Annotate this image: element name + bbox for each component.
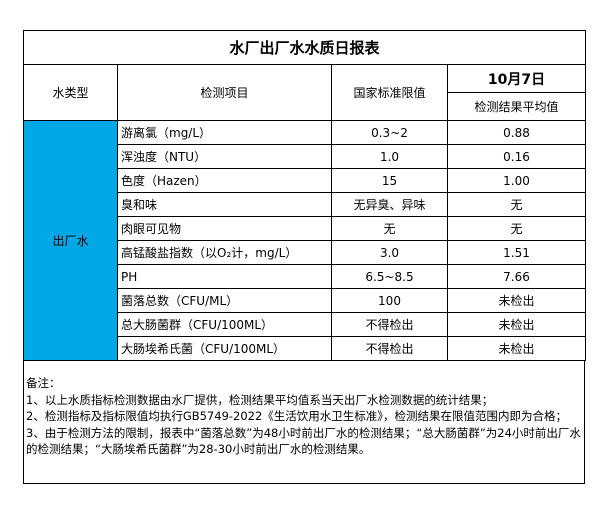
limit-cell: 3.0 [331,240,448,265]
limit-cell: 0.3~2 [331,120,448,145]
table-row: 肉眼可见物无无 [24,216,587,241]
result-cell: 无 [446,192,587,217]
header-date: 10月7日 [446,64,587,93]
table-row: 浑浊度（NTU） 1.0 0.16 [24,144,587,169]
limit-cell: 无 [331,216,448,241]
note-line: 2、检测指标及指标限值均执行GB5749-2022《生活饮用水卫生标准》，检测结… [26,409,568,423]
limit-cell: 100 [331,288,448,313]
item-cell: 臭和味 [117,192,332,217]
result-cell: 未检出 [446,336,587,361]
table-row: PH 6.5~8.5 7.66 [24,264,587,289]
table-row: 臭和味 无异臭、异味无 [24,192,587,217]
limit-cell: 不得检出 [331,336,448,361]
item-cell: 肉眼可见物 [117,216,332,241]
result-cell: 1.51 [446,240,587,265]
report-table: 水厂出厂水水质日报表 水类型 检测项目 国家标准限值 10月7日 检测结果平均值… [22,30,587,361]
item-cell: 总大肠菌群（CFU/100ML） [117,312,332,337]
header-limit: 国家标准限值 [331,64,448,121]
table-row: 大肠埃希氏菌（CFU/100ML） 不得检出 未检出 [24,336,587,361]
notes: 备注： 1、以上水质指标检测数据由水厂提供，检测结果平均值系当天出厂水检测数据的… [23,361,585,484]
water-type-cell: 出厂水 [23,120,118,361]
limit-cell: 无异臭、异味 [331,192,448,217]
item-cell: 大肠埃希氏菌（CFU/100ML） [117,336,332,361]
header-result: 检测结果平均值 [446,92,587,121]
water-quality-report: 水厂出厂水水质日报表 水类型 检测项目 国家标准限值 10月7日 检测结果平均值… [22,30,587,484]
limit-cell: 6.5~8.5 [331,264,448,289]
limit-cell: 不得检出 [331,312,448,337]
header-water-type: 水类型 [23,64,118,121]
report-title: 水厂出厂水水质日报表 [22,30,587,65]
result-cell: 未检出 [446,288,587,313]
table-row: 菌落总数（CFU/ML） 100 未检出 [24,288,587,313]
header-item: 检测项目 [117,64,332,121]
result-cell: 7.66 [446,264,587,289]
result-cell: 1.00 [446,168,587,193]
table-row: 出厂水 游离氯（mg/L） 0.3~2 0.88 [23,120,587,361]
limit-cell: 15 [331,168,448,193]
item-cell: 色度（Hazen） [117,168,332,193]
table-row: 色度（Hazen） 15 1.00 [24,168,587,193]
note-line: 3、由于检测方法的限制，报表中“菌落总数”为48小时前出厂水的检测结果；“总大肠… [26,425,581,457]
result-cell: 0.16 [446,144,587,169]
note-line: 备注： [26,376,61,390]
result-cell: 未检出 [446,312,587,337]
item-cell: 菌落总数（CFU/ML） [117,288,332,313]
item-cell: 游离氯（mg/L） [117,120,332,145]
result-cell: 0.88 [446,120,587,145]
table-row: 高锰酸盐指数（以O₂计，mg/L） 3.0 1.51 [24,240,587,265]
item-cell: 浑浊度（NTU） [117,144,332,169]
result-cell: 无 [446,216,587,241]
item-cell: 高锰酸盐指数（以O₂计，mg/L） [117,240,332,265]
limit-cell: 1.0 [331,144,448,169]
table-row: 总大肠菌群（CFU/100ML） 不得检出 未检出 [24,312,587,337]
note-line: 1、以上水质指标检测数据由水厂提供，检测结果平均值系当天出厂水检测数据的统计结果… [26,392,494,407]
item-cell: PH [117,264,332,289]
